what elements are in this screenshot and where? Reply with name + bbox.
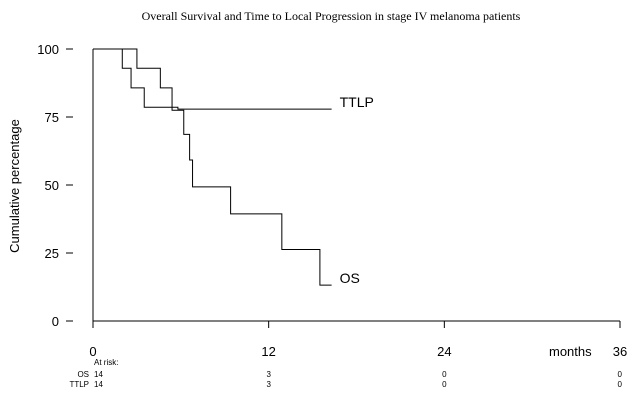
curve-os [93, 48, 332, 286]
at-risk-row-label: TTLP [69, 380, 89, 389]
x-axis-label: months [549, 344, 592, 359]
x-tick-label: 24 [437, 344, 451, 359]
at-risk-count: 0 [618, 380, 623, 389]
x-tick-label: 12 [261, 344, 275, 359]
y-tick-label: 100 [37, 42, 59, 57]
y-tick-label: 50 [45, 178, 59, 193]
at-risk-header: At risk: [94, 358, 118, 367]
at-risk-count: 14 [94, 370, 103, 379]
y-tick-label: 25 [45, 246, 59, 261]
at-risk-row-label: OS [77, 370, 89, 379]
survival-curves [93, 48, 332, 286]
chart-title: Overall Survival and Time to Local Progr… [142, 9, 521, 23]
at-risk-count: 0 [618, 370, 623, 379]
x-tick-label: 36 [613, 344, 627, 359]
at-risk-count: 0 [442, 380, 447, 389]
at-risk-count: 14 [94, 380, 103, 389]
axes: 0 25 50 75 100 0 12 24 36 [37, 42, 627, 359]
x-tick-label: 0 [89, 344, 96, 359]
series-label-os: OS [340, 270, 360, 286]
y-tick-label: 0 [52, 314, 59, 329]
series-labels: TTLP OS [340, 94, 374, 286]
y-tick-label: 75 [45, 110, 59, 125]
at-risk-count: 0 [442, 370, 447, 379]
curve-ttlp [93, 48, 332, 110]
at-risk-count: 3 [266, 380, 271, 389]
series-label-ttlp: TTLP [340, 94, 374, 110]
y-axis-label: Cumulative percentage [7, 119, 22, 253]
at-risk-count: 3 [266, 370, 271, 379]
